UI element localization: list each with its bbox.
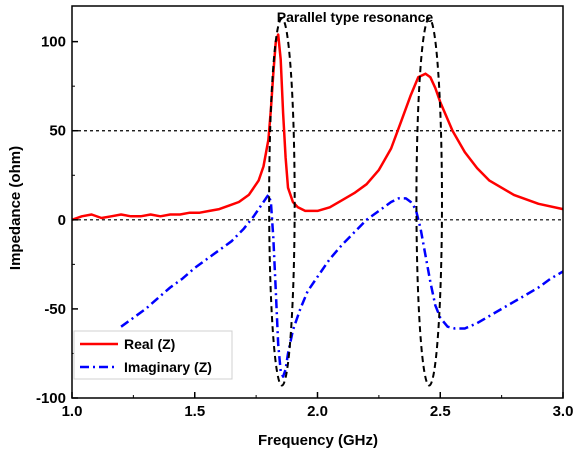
series-layer	[71, 33, 564, 378]
x-tick-label: 1.5	[184, 403, 205, 420]
x-axis-title: Frequency (GHz)	[258, 432, 378, 449]
y-tick-label: -50	[44, 301, 66, 318]
y-tick-label: 0	[58, 212, 66, 229]
x-tick-label: 2.5	[430, 403, 451, 420]
x-tick-label: 2.0	[307, 403, 328, 420]
y-axis-title: Impedance (ohm)	[7, 146, 24, 270]
x-tick-label: 3.0	[553, 403, 574, 420]
y-tick-label: 100	[41, 34, 66, 51]
series-line-imaginary	[120, 193, 564, 378]
resonance-ellipse-1	[268, 17, 296, 387]
legend-label-imaginary: Imaginary (Z)	[124, 359, 212, 375]
y-tick-label: -100	[36, 390, 66, 407]
reference-lines	[72, 130, 563, 221]
legend-label-real: Real (Z)	[124, 336, 175, 352]
ticks: 1.0 1.5 2.0 2.5 3.0 -100 -50 0 50 100	[36, 34, 573, 420]
x-tick-label: 1.0	[62, 403, 83, 420]
annotation-label: Parallel type resonance	[277, 9, 434, 25]
resonance-ellipses	[268, 17, 443, 387]
legend: Real (Z) Imaginary (Z)	[73, 330, 233, 380]
series-line-real	[71, 33, 564, 221]
legend-box	[73, 330, 233, 380]
resonance-ellipse-2	[415, 17, 443, 387]
y-tick-label: 50	[49, 123, 66, 140]
